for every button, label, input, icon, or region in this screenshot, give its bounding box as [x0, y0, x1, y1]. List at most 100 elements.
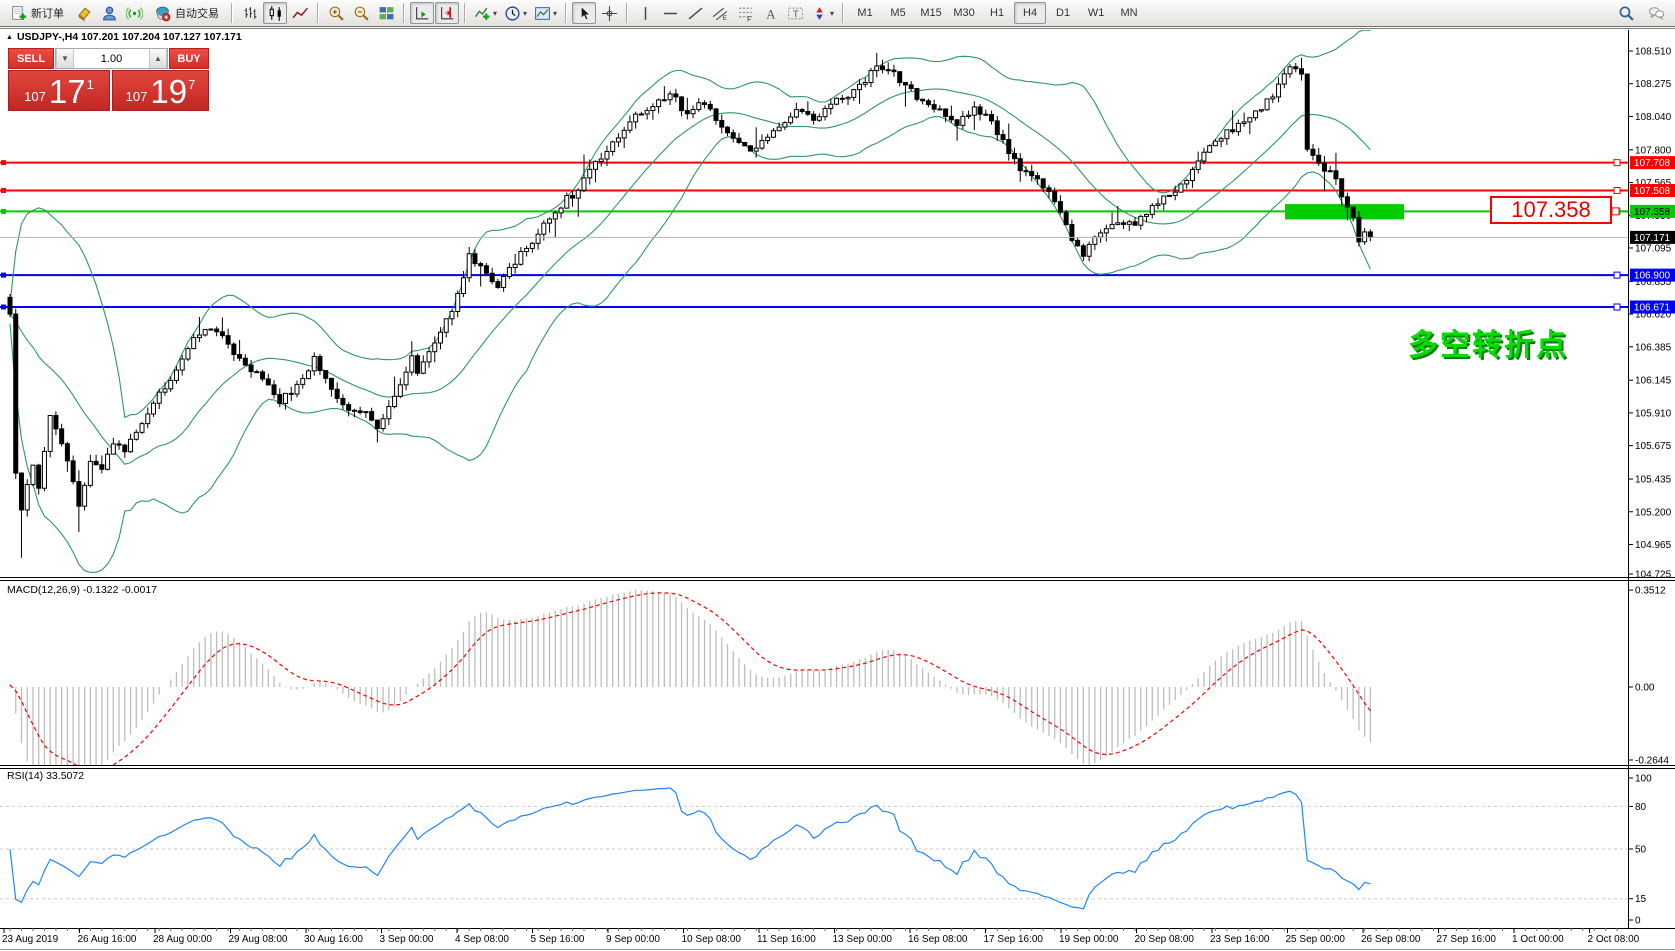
- chart-background: [0, 28, 1675, 951]
- timeframe-mn[interactable]: MN: [1120, 7, 1138, 19]
- auto-scroll-button[interactable]: [410, 2, 434, 24]
- svg-text:A: A: [766, 7, 776, 21]
- horizontal-line-button[interactable]: [658, 2, 682, 24]
- dropdown-caret: ▾: [493, 8, 498, 18]
- level-handle[interactable]: [1613, 271, 1621, 279]
- zoom-in-button[interactable]: [324, 2, 348, 24]
- sell-price-block[interactable]: 107 17 1: [8, 70, 110, 111]
- tag-anchor-handle[interactable]: [1611, 207, 1620, 216]
- sell-price-main: 17: [48, 73, 86, 110]
- fibonacci-icon: F: [737, 5, 754, 22]
- svg-text:107.171: 107.171: [1634, 233, 1671, 244]
- line-chart-button[interactable]: [288, 2, 312, 24]
- price-level-tag[interactable]: 107.358: [1490, 196, 1612, 224]
- timeframe-h1[interactable]: H1: [990, 7, 1005, 19]
- price-badge-107.508: 107.508: [1630, 183, 1675, 197]
- svg-text:2 Oct 08:00: 2 Oct 08:00: [1588, 934, 1640, 945]
- chart-annotation[interactable]: 多空转折点: [1408, 329, 1568, 362]
- svg-text:4 Sep 08:00: 4 Sep 08:00: [455, 934, 509, 945]
- buy-button[interactable]: BUY: [169, 48, 209, 69]
- rsi-scale-label: 100: [1635, 774, 1652, 785]
- toolbar-separator: [464, 3, 466, 23]
- buy-price-base: 107: [125, 89, 148, 104]
- zoom-out-button[interactable]: [349, 2, 373, 24]
- level-handle[interactable]: [1, 272, 6, 278]
- rsi-scale-label: 80: [1635, 802, 1647, 813]
- fibonacci-button[interactable]: F: [733, 2, 757, 24]
- autotrading-button[interactable]: 自动交易: [147, 2, 226, 24]
- indicators-button[interactable]: ▾: [471, 2, 500, 24]
- indicators-icon: [474, 5, 491, 22]
- svg-text:30 Aug 16:00: 30 Aug 16:00: [304, 934, 363, 945]
- toolbar-separator: [842, 3, 845, 23]
- level-handle[interactable]: [1613, 186, 1621, 194]
- timeframe-m30[interactable]: M30: [953, 7, 975, 19]
- zoom-in-icon: [328, 5, 345, 22]
- chart-shift-button[interactable]: [435, 2, 459, 24]
- chat-button[interactable]: [1644, 2, 1668, 24]
- level-handle[interactable]: [1, 187, 6, 193]
- svg-text:107.508: 107.508: [1634, 186, 1671, 197]
- profile-button[interactable]: [97, 2, 121, 24]
- volume-value[interactable]: 1.00: [100, 52, 123, 65]
- buy-price-main: 19: [150, 73, 188, 110]
- volume-decrease-button[interactable]: ▼: [56, 49, 74, 68]
- collapse-icon[interactable]: ▲: [6, 33, 13, 41]
- text-label-button[interactable]: T: [783, 2, 807, 24]
- crosshair-button[interactable]: [597, 2, 621, 24]
- rsi-line: [9, 787, 1371, 910]
- svg-text:108.510: 108.510: [1635, 47, 1672, 58]
- svg-text:105.910: 105.910: [1635, 408, 1672, 419]
- timeframe-d1[interactable]: D1: [1056, 7, 1071, 19]
- text-button[interactable]: A: [758, 2, 782, 24]
- macd-scale-label: 0.3512: [1635, 586, 1666, 597]
- search-button[interactable]: [1614, 2, 1638, 24]
- bar-chart-button[interactable]: [238, 2, 262, 24]
- chart-canvas: 108.510 108.275 108.040 107.800 107.565 107.3…: [0, 28, 1675, 951]
- cursor-button[interactable]: [572, 2, 597, 24]
- eraser-button[interactable]: [72, 2, 96, 24]
- line-chart-icon: [291, 5, 309, 22]
- level-handle[interactable]: [1613, 303, 1621, 311]
- level-handle[interactable]: [1, 160, 6, 166]
- svg-text:25 Sep 00:00: 25 Sep 00:00: [1286, 934, 1346, 945]
- svg-text:5 Sep 16:00: 5 Sep 16:00: [531, 934, 585, 945]
- green-zone-rectangle[interactable]: [1285, 204, 1404, 220]
- tile-windows-button[interactable]: [374, 2, 398, 24]
- timeframe-h4[interactable]: H4: [1014, 2, 1047, 24]
- crosshair-icon: [601, 5, 618, 22]
- arrows-button[interactable]: ▾: [808, 2, 837, 24]
- sell-button[interactable]: SELL: [8, 48, 54, 69]
- volume-increase-button[interactable]: ▲: [149, 49, 167, 68]
- new-order-button[interactable]: 新订单: [3, 2, 71, 24]
- svg-text:1 Oct 00:00: 1 Oct 00:00: [1512, 934, 1564, 945]
- periods-button[interactable]: ▾: [501, 2, 530, 24]
- vertical-line-button[interactable]: [633, 2, 657, 24]
- buy-price-block[interactable]: 107 19 7: [112, 70, 209, 111]
- timeframe-m1[interactable]: M1: [857, 7, 873, 19]
- arrows-icon: [811, 5, 828, 22]
- svg-text:E: E: [722, 14, 726, 21]
- svg-text:106.671: 106.671: [1634, 302, 1671, 313]
- svg-text:19 Sep 00:00: 19 Sep 00:00: [1059, 934, 1119, 945]
- timeframe-m5[interactable]: M5: [890, 7, 906, 19]
- svg-text:108.040: 108.040: [1635, 112, 1672, 123]
- signals-button[interactable]: [122, 2, 146, 24]
- candlestick-button[interactable]: [263, 2, 287, 24]
- toolbar-separator: [565, 3, 568, 23]
- templates-button[interactable]: ▾: [531, 2, 560, 24]
- level-handle[interactable]: [1, 304, 6, 310]
- channel-button[interactable]: E: [708, 2, 732, 24]
- zoom-out-icon: [353, 5, 370, 22]
- toolbar-separator: [626, 3, 629, 23]
- svg-text:17 Sep 16:00: 17 Sep 16:00: [984, 934, 1044, 945]
- trendline-button[interactable]: [683, 2, 707, 24]
- bollinger-bands: [9, 30, 1371, 573]
- timeframe-m15[interactable]: M15: [920, 7, 942, 19]
- timeframe-w1[interactable]: W1: [1087, 7, 1105, 19]
- toolbar-separator: [403, 3, 405, 23]
- level-handle[interactable]: [1, 208, 6, 214]
- svg-text:11 Sep 16:00: 11 Sep 16:00: [757, 934, 816, 945]
- level-handle[interactable]: [1613, 159, 1621, 167]
- svg-text:106.900: 106.900: [1634, 271, 1671, 282]
